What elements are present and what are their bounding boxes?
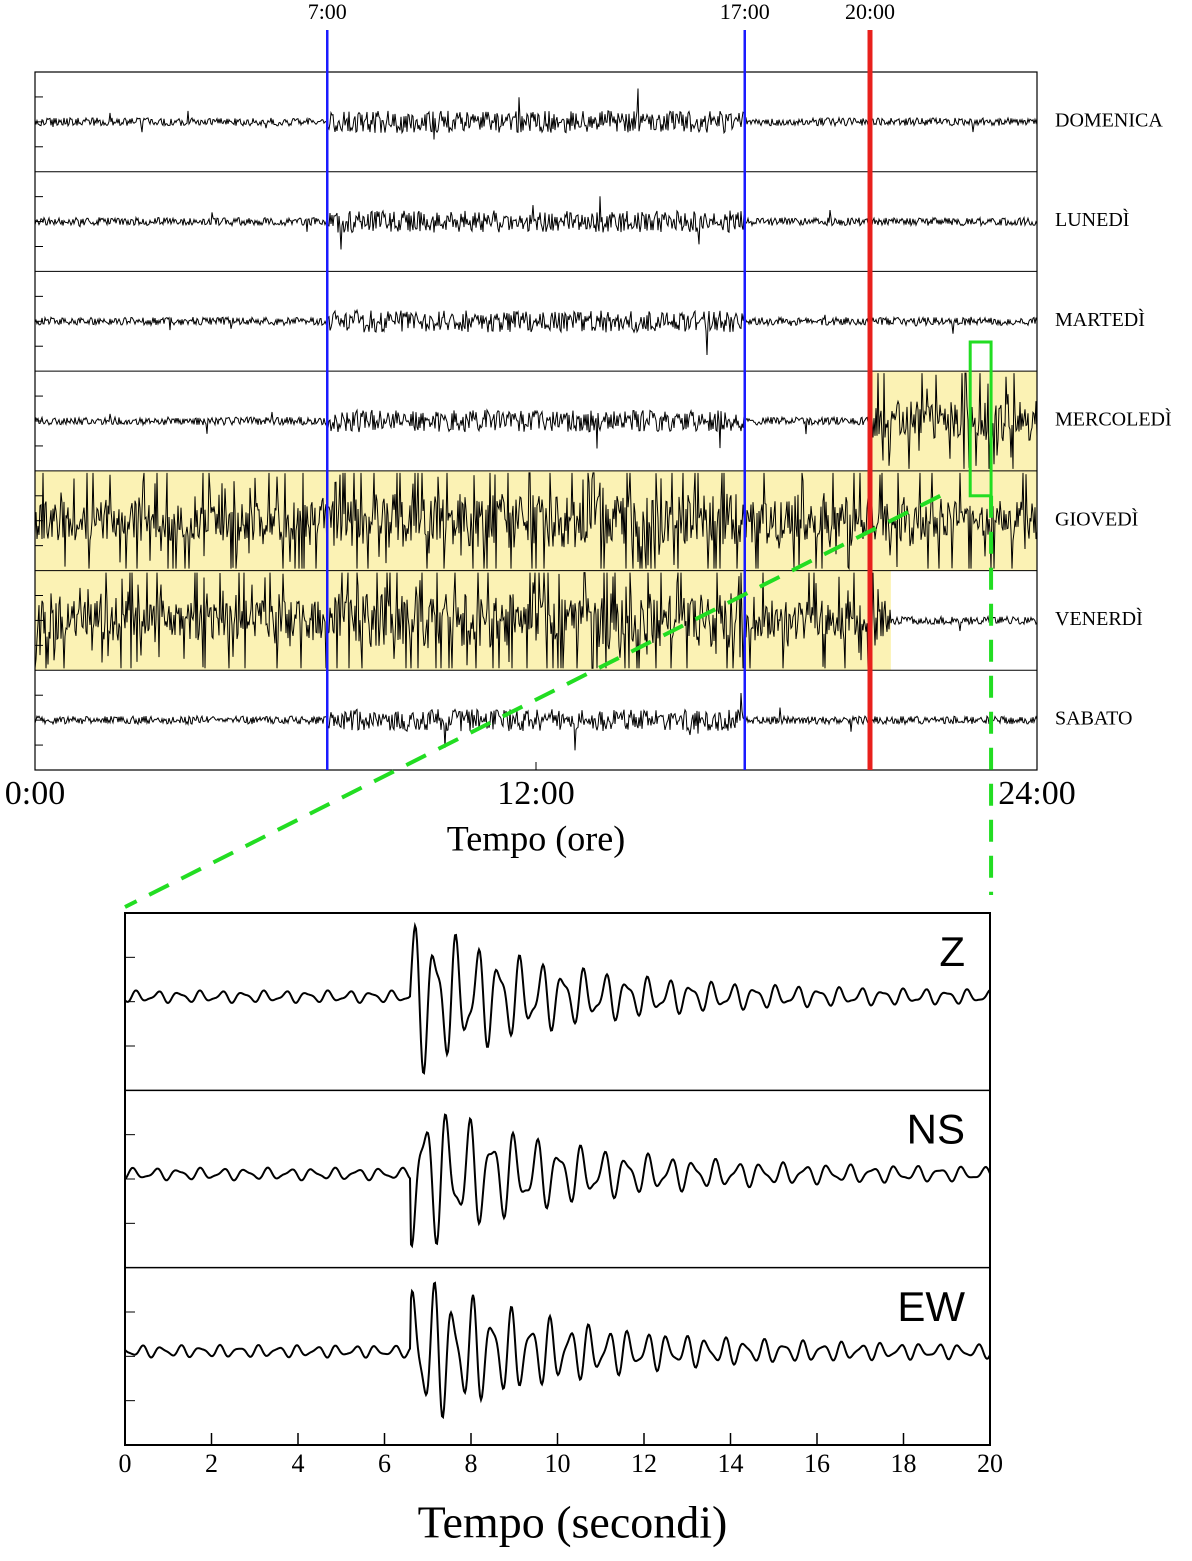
x-tick-label: 12:00 [497, 775, 574, 812]
zoom-box [968, 340, 993, 498]
x-tick-label: 12 [631, 1449, 657, 1478]
waveform [124, 921, 991, 1075]
x-tick-label: 24:00 [998, 775, 1075, 812]
day-label: DOMENICA [1055, 109, 1163, 131]
day-label: VENERDÌ [1055, 607, 1143, 630]
x-axis-title: Tempo (ore) [447, 818, 625, 858]
day-label: MARTEDÌ [1055, 308, 1145, 331]
x-tick-label: 2 [205, 1449, 218, 1478]
marker-label: 20:00 [845, 0, 895, 24]
waveform [124, 1281, 991, 1420]
day-label: GIOVEDÌ [1055, 507, 1138, 530]
x-tick-label: 20 [977, 1449, 1003, 1478]
zoom-connector [124, 494, 942, 909]
x-tick-label: 0 [119, 1449, 132, 1478]
trace [34, 196, 1038, 250]
trace [34, 308, 1038, 356]
x-tick-label: 18 [891, 1449, 917, 1478]
waveform [124, 1113, 991, 1249]
x-axis-title: Tempo (secondi) [418, 1497, 728, 1548]
highlight [870, 371, 1037, 471]
day-label: MERCOLEDÌ [1055, 408, 1172, 431]
day-label: LUNEDÌ [1055, 208, 1129, 231]
marker-label: 17:00 [720, 0, 770, 24]
x-tick-label: 0:00 [5, 775, 65, 812]
x-tick-label: 10 [545, 1449, 571, 1478]
x-tick-label: 16 [804, 1449, 830, 1478]
x-tick-label: 4 [292, 1449, 305, 1478]
channel-label: Z [939, 928, 965, 975]
x-tick-label: 6 [378, 1449, 391, 1478]
x-tick-label: 14 [718, 1449, 744, 1478]
marker-label: 7:00 [308, 0, 347, 24]
channel-label: NS [907, 1105, 965, 1152]
x-tick-label: 8 [465, 1449, 478, 1478]
channel-label: EW [897, 1283, 965, 1330]
trace [34, 88, 1038, 140]
day-label: SABATO [1055, 708, 1132, 730]
